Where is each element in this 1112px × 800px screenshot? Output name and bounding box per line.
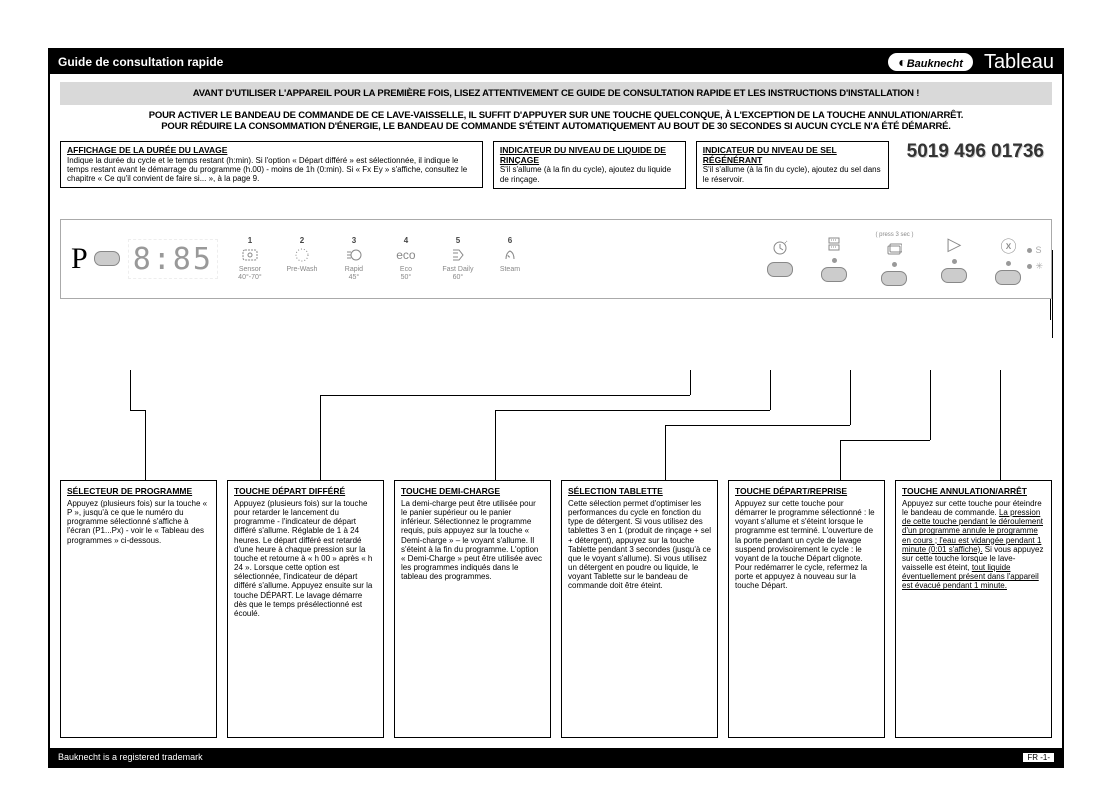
press-3s-label: ( press 3 sec ) bbox=[875, 232, 913, 238]
warning-secondary: POUR ACTIVER LE BANDEAU DE COMMANDE DE C… bbox=[60, 109, 1052, 135]
desc-halfload: TOUCHE DEMI-CHARGE La demi-charge peut ê… bbox=[394, 480, 551, 738]
warning-primary: AVANT D'UTILISER L'APPAREIL POUR LA PREM… bbox=[60, 82, 1052, 105]
program-button[interactable] bbox=[94, 251, 120, 266]
tablet-option[interactable]: ( press 3 sec ) bbox=[875, 232, 913, 286]
desc-tablet: SÉLECTION TABLETTE Cette sélection perme… bbox=[561, 480, 718, 738]
description-row: SÉLECTEUR DE PROGRAMME Appuyez (plusieur… bbox=[60, 480, 1052, 738]
footer-bar: Bauknecht is a registered trademark FR -… bbox=[50, 748, 1062, 766]
cancel-button[interactable]: ⓧ bbox=[995, 233, 1021, 285]
top-info-row: AFFICHAGE DE LA DURÉE DU LAVAGE Indique … bbox=[50, 141, 1062, 189]
prog-steam: 6 Steam bbox=[490, 236, 530, 281]
delay-option[interactable] bbox=[767, 240, 793, 277]
play-icon: ▷ bbox=[948, 234, 962, 255]
rinse-icon: ✳ bbox=[1035, 261, 1043, 272]
desc-start: TOUCHE DÉPART/REPRISE Appuyez sur cette … bbox=[728, 480, 885, 738]
prog-sensor: 1 Sensor40°-70° bbox=[230, 236, 270, 281]
prog-rapid: 3 Rapid45° bbox=[334, 236, 374, 281]
title-bar: Guide de consultation rapide ◐Bauknecht … bbox=[50, 50, 1062, 74]
info-rinse-indicator: INDICATEUR DU NIVEAU DE LIQUIDE DE RINÇA… bbox=[493, 141, 686, 189]
page-number: FR -1- bbox=[1023, 753, 1054, 762]
program-icons-row: 1 Sensor40°-70° 2 Pre-Wash 3 Rapid45° bbox=[230, 236, 530, 281]
section-label: Tableau bbox=[984, 51, 1054, 74]
part-number: 5019 496 01736 bbox=[899, 141, 1052, 163]
start-button[interactable]: ▷ bbox=[941, 234, 967, 283]
time-display: 8:85 bbox=[128, 239, 218, 279]
tablet-icon bbox=[886, 242, 902, 258]
desc-prog-selector: SÉLECTEUR DE PROGRAMME Appuyez (plusieur… bbox=[60, 480, 217, 738]
halfload-icon bbox=[826, 236, 842, 254]
cancel-icon: ⓧ bbox=[1000, 233, 1016, 257]
desc-cancel: TOUCHE ANNULATION/ARRÊT Appuyez sur cett… bbox=[895, 480, 1052, 738]
info-display-duration: AFFICHAGE DE LA DURÉE DU LAVAGE Indique … bbox=[60, 141, 483, 188]
prog-eco: 4 eco Eco50° bbox=[386, 236, 426, 281]
prog-prewash: 2 Pre-Wash bbox=[282, 236, 322, 281]
control-panel: P 8:85 1 Sensor40°-70° 2 Pre-Wash bbox=[60, 219, 1052, 299]
side-indicators: S ✳ bbox=[1027, 245, 1043, 272]
doc-title: Guide de consultation rapide bbox=[58, 55, 223, 69]
p-label: P bbox=[71, 244, 88, 274]
trademark-note: Bauknecht is a registered trademark bbox=[58, 752, 203, 762]
halfload-option[interactable] bbox=[821, 236, 847, 282]
brand-logo: ◐Bauknecht bbox=[887, 52, 974, 72]
prog-fastdaily: 5 Fast Daily60° bbox=[438, 236, 478, 281]
desc-delay: TOUCHE DÉPART DIFFÉRÉ Appuyez (plusieurs… bbox=[227, 480, 384, 738]
salt-icon: S bbox=[1035, 245, 1041, 255]
info-salt-indicator: INDICATEUR DU NIVEAU DE SEL RÉGÉNÉRANT S… bbox=[696, 141, 889, 189]
clock-icon bbox=[772, 240, 788, 258]
